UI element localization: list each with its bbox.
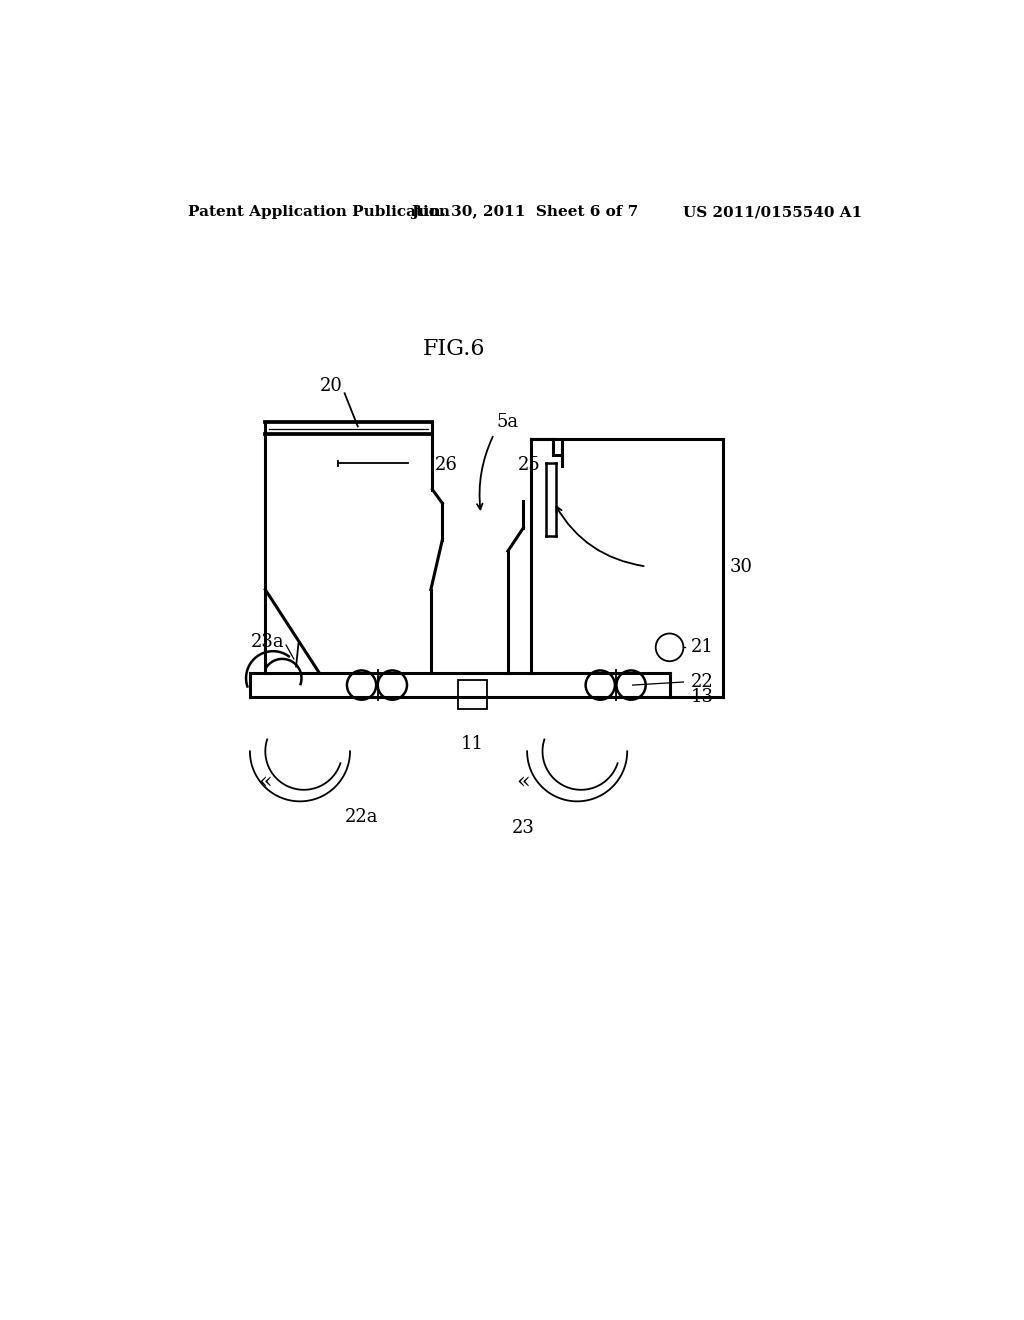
Text: Patent Application Publication: Patent Application Publication — [188, 206, 451, 219]
Text: 23: 23 — [512, 820, 535, 837]
Text: 11: 11 — [461, 735, 484, 752]
Text: 13: 13 — [691, 689, 714, 706]
Text: «: « — [516, 771, 530, 793]
Text: 23a: 23a — [251, 634, 285, 651]
Text: US 2011/0155540 A1: US 2011/0155540 A1 — [683, 206, 862, 219]
Text: FIG.6: FIG.6 — [423, 338, 485, 360]
Text: 22a: 22a — [345, 808, 378, 826]
Text: «: « — [258, 771, 272, 793]
Text: Jun. 30, 2011  Sheet 6 of 7: Jun. 30, 2011 Sheet 6 of 7 — [412, 206, 638, 219]
Text: 5a: 5a — [497, 413, 519, 430]
Text: 26: 26 — [435, 455, 458, 474]
Text: 30: 30 — [730, 557, 753, 576]
Text: 25: 25 — [518, 455, 541, 474]
Text: 20: 20 — [319, 376, 342, 395]
Text: 22: 22 — [691, 673, 714, 690]
Text: 21: 21 — [691, 639, 714, 656]
Bar — [458, 680, 487, 709]
